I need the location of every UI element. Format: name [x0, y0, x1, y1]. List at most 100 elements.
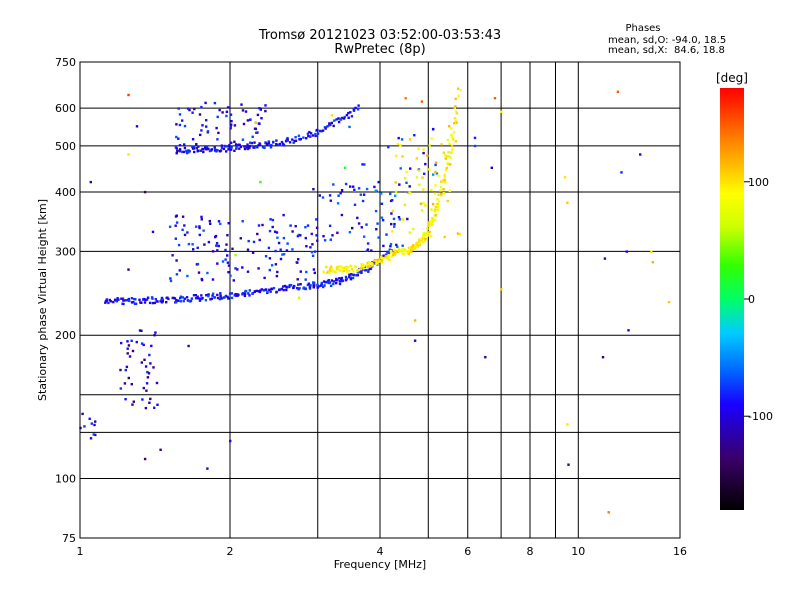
trace-point	[444, 168, 448, 172]
cloud-point	[127, 344, 131, 347]
cloud-point	[397, 136, 400, 140]
trace-point	[121, 302, 124, 305]
trace-point	[228, 143, 231, 147]
cloud-point	[183, 224, 186, 227]
trace-point	[243, 147, 247, 151]
cloud-point	[328, 194, 332, 197]
trace-point	[320, 284, 323, 287]
cloud-point	[408, 231, 411, 234]
trace-point	[285, 288, 288, 292]
trace-point	[454, 105, 457, 108]
trace-point	[351, 276, 355, 280]
trace-point	[264, 288, 268, 291]
trace-point	[394, 251, 397, 254]
trace-point	[196, 295, 199, 298]
cloud-point	[140, 342, 144, 345]
cloud-point	[264, 255, 268, 258]
cloud-point	[428, 168, 431, 171]
trace-point	[192, 294, 196, 297]
trace-point	[285, 286, 288, 289]
trace-point	[437, 193, 440, 196]
trace-point	[440, 180, 444, 183]
cloud-point	[294, 225, 297, 228]
trace-point	[189, 299, 193, 303]
cloud-point	[428, 144, 431, 147]
trace-point	[338, 268, 342, 271]
trace-point	[161, 300, 164, 303]
trace-point	[328, 122, 331, 125]
trace-point	[367, 265, 370, 269]
cloud-point	[201, 124, 204, 127]
cloud-point	[192, 248, 195, 251]
cloud-point	[249, 141, 252, 144]
cloud-point	[140, 329, 143, 332]
trace-point	[299, 137, 302, 141]
trace-point	[418, 240, 421, 244]
cloud-point	[281, 253, 284, 256]
cloud-point	[242, 122, 246, 126]
cloud-point	[131, 349, 135, 353]
cloud-point	[186, 107, 190, 110]
cloud-point	[191, 138, 195, 141]
cloud-point	[423, 172, 426, 175]
cloud-point	[443, 235, 446, 239]
cloud-point	[219, 222, 222, 226]
trace-point	[238, 147, 241, 150]
cloud-point	[356, 216, 359, 220]
cloud-point	[285, 249, 289, 252]
cloud-point	[183, 143, 186, 146]
trace-point	[436, 206, 440, 209]
cloud-point	[413, 134, 416, 137]
cloud-point	[311, 254, 315, 257]
cloud-point	[430, 137, 433, 140]
x-tick-label: 16	[673, 545, 687, 558]
trace-point	[104, 299, 108, 303]
trace-point	[399, 249, 402, 252]
trace-point	[202, 148, 205, 151]
trace-point	[222, 147, 226, 151]
trace-point	[329, 269, 332, 272]
trace-point	[431, 217, 434, 220]
cloud-point	[217, 244, 220, 248]
trace-point	[335, 281, 338, 285]
trace-point	[455, 111, 459, 115]
scatter-point	[490, 166, 493, 169]
cloud-point	[224, 248, 227, 252]
cloud-point	[321, 196, 325, 199]
trace-point	[436, 208, 439, 212]
cloud-point	[224, 258, 227, 261]
cloud-point	[215, 126, 218, 130]
trace-point	[422, 232, 426, 235]
cloud-point	[329, 238, 332, 241]
trace-point	[329, 284, 333, 287]
trace-point	[230, 296, 234, 300]
trace-point	[200, 294, 203, 297]
trace-point	[349, 265, 352, 268]
trace-point	[214, 148, 217, 152]
cloud-point	[409, 167, 412, 170]
cloud-point	[135, 340, 138, 344]
trace-point	[401, 247, 405, 251]
cloud-point	[177, 243, 181, 247]
cloud-point	[305, 245, 308, 248]
cloud-point	[391, 209, 395, 213]
trace-point	[316, 286, 319, 289]
cloud-point	[365, 223, 368, 226]
cloud-point	[357, 187, 361, 190]
cloud-point	[392, 217, 396, 221]
trace-point	[388, 254, 391, 257]
trace-point	[248, 289, 251, 292]
scatter-point	[627, 329, 630, 332]
trace-point	[298, 287, 301, 290]
scatter-point	[259, 180, 262, 184]
trace-point	[207, 295, 210, 298]
trace-point	[160, 298, 163, 302]
trace-point	[267, 141, 271, 145]
trace-point	[207, 147, 210, 151]
cloud-point	[385, 233, 388, 236]
cloud-point	[398, 183, 401, 186]
cloud-point	[191, 111, 194, 114]
trace-point	[355, 274, 358, 277]
cloud-point	[236, 268, 239, 271]
trace-point	[115, 300, 119, 303]
